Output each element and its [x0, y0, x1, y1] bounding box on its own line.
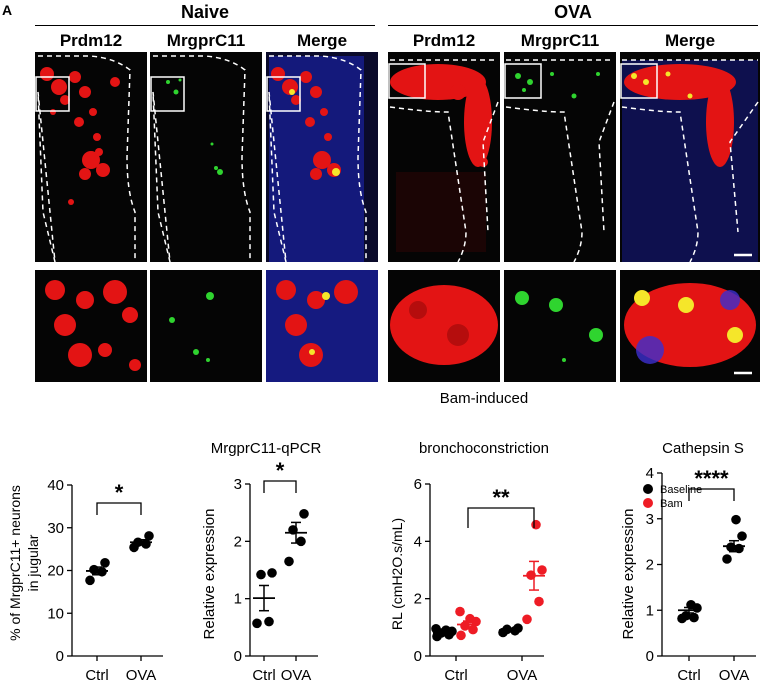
zoom-ova-mrgprc11 [504, 270, 616, 382]
chart-2-point-1-4 [465, 613, 475, 624]
chart-1-significance-label-0: * [276, 458, 285, 483]
group-title-naive: Naive [180, 2, 230, 22]
group-title-ova: OVA [554, 2, 592, 22]
chart-1-point-0-3 [267, 568, 277, 578]
group-divider-naive [35, 25, 375, 26]
chart-2-xtick-label-0: Ctrl [444, 667, 467, 683]
micrograph-ova-merge [620, 52, 760, 262]
chart-3-ytick-label-0: 0 [646, 648, 654, 665]
chart-1-point-1-1 [296, 536, 306, 547]
chart-0-ylabel-line-2: in jugular [25, 534, 41, 591]
chart-3-xtick-label-1: OVA [719, 667, 750, 683]
chart-cathepsin-s: Cathepsin S Relative expression 0 1 2 3 4 Ctr… [620, 440, 756, 683]
chart-2-title-line-1: Bam-induced [440, 390, 528, 407]
chart-1-xtick-label-0: Ctrl [252, 667, 275, 683]
chart-1-ytick-label-3: 3 [234, 476, 242, 493]
chart-3-xtick-label-0: Ctrl [677, 667, 700, 683]
chart-3-point-0-1 [689, 612, 699, 623]
chart-2-legend-baseline-label: Baseline [660, 484, 702, 496]
chart-1-ytick-label-1: 1 [234, 591, 242, 608]
chart-2-significance-label-0: ** [492, 485, 510, 510]
column-label-naive-merge: Merge [296, 31, 348, 50]
chart-2-point-3-0 [522, 614, 532, 625]
chart-0-point-0-0 [85, 575, 95, 586]
chart-3-title: Cathepsin S [662, 440, 744, 457]
chart-1-significance-bracket-0 [263, 480, 297, 493]
chart-0-significance-bracket-0 [96, 502, 142, 515]
chart-2-title-line-2: bronchoconstriction [419, 440, 549, 457]
micrograph-naive-prdm12 [35, 52, 147, 262]
column-label-naive-prdm12: Prdm12 [59, 31, 123, 50]
chart-1-xtick-label-1: OVA [281, 667, 312, 683]
chart-2-ytick-label-0: 0 [414, 648, 422, 665]
chart-3-ytick-label-1: 1 [646, 602, 654, 619]
chart-3-ylabel: Relative expression [620, 509, 637, 640]
chart-1-point-0-2 [256, 569, 266, 580]
chart-2-xtick-label-1: OVA [507, 667, 538, 683]
chart-1-point-0-0 [252, 618, 262, 629]
column-label-ova-merge: Merge [664, 31, 716, 50]
chart-0-ytick-label-0: 0 [56, 648, 64, 665]
column-label-ova-mrgprc11: MrgprC11 [520, 31, 600, 50]
zoom-ova-merge [620, 270, 760, 382]
chart-0-ytick-label-4: 40 [47, 477, 64, 494]
chart-2-point-3-1 [534, 596, 544, 607]
chart-2-significance-bracket-0 [467, 507, 535, 528]
chart-3-point-1-3 [737, 531, 747, 541]
chart-3-point-1-0 [722, 554, 732, 564]
chart-2-point-0-5 [431, 623, 441, 634]
chart-2-legend-bam-label: Bam [660, 498, 683, 510]
chart-2-legend-bam-marker [643, 498, 653, 508]
chart-1-point-1-3 [299, 509, 309, 519]
chart-mrgprc11-qpcr: MrgprC11-qPCR Relative expression 0 1 2 3 Ct… [201, 440, 321, 683]
chart-mrgprc11-percent-jugular: % of MrgprC11+ neurons in jugular 0 10 20 3… [7, 477, 163, 683]
chart-0-xtick-label-1: OVA [126, 667, 157, 683]
chart-2-legend-baseline-marker [643, 484, 653, 494]
column-label-ova-prdm12: Prdm12 [412, 31, 476, 50]
chart-2-ytick-label-1: 2 [414, 591, 422, 608]
chart-2-point-1-0 [456, 630, 466, 641]
micrograph-ova-prdm12 [388, 52, 500, 262]
chart-3-point-1-4 [731, 514, 741, 525]
chart-2-point-1-5 [455, 606, 465, 617]
chart-0-point-0-3 [100, 558, 110, 568]
chart-0-ytick-label-2: 20 [47, 563, 64, 580]
chart-bam-bronchoconstriction: Bam-induced bronchoconstriction RL (cmH2… [389, 390, 702, 683]
chart-0-ytick-label-3: 30 [47, 520, 64, 537]
chart-2-ylabel: RL (cmH2O.s/mL) [389, 518, 405, 630]
chart-3-ytick-label-2: 2 [646, 557, 654, 574]
chart-1-title: MrgprC11-qPCR [211, 440, 322, 457]
panel-letter-a: A [2, 2, 13, 18]
chart-2-ytick-label-3: 6 [414, 476, 422, 493]
zoom-naive-mrgprc11 [150, 270, 262, 382]
chart-0-ytick-label-1: 10 [47, 605, 64, 622]
chart-0-point-1-3 [144, 531, 154, 541]
chart-0-significance-label-0: * [115, 480, 124, 505]
column-label-naive-mrgprc11: MrgprC11 [166, 31, 246, 50]
chart-1-point-1-0 [284, 556, 294, 567]
chart-2-ytick-label-2: 4 [414, 533, 422, 550]
zoom-ova-prdm12 [388, 270, 500, 382]
chart-2-point-3-3 [537, 565, 547, 575]
chart-2-point-3-4 [531, 519, 541, 530]
chart-3-significance-label-0: **** [694, 466, 729, 491]
zoom-naive-merge [266, 270, 378, 382]
chart-1-point-0-1 [264, 616, 274, 627]
micrograph-naive-merge [266, 52, 378, 262]
chart-1-ylabel: Relative expression [201, 509, 218, 640]
chart-1-ytick-label-0: 0 [234, 648, 242, 665]
chart-3-significance-bracket-0 [688, 488, 735, 501]
chart-0-xtick-label-0: Ctrl [85, 667, 108, 683]
group-divider-ova [388, 25, 758, 26]
chart-1-ytick-label-2: 2 [234, 533, 242, 550]
chart-0-ylabel-line-1: % of MrgprC11+ neurons [7, 485, 23, 641]
quantification-charts: % of MrgprC11+ neurons in jugular 010203… [7, 390, 756, 683]
zoom-naive-prdm12 [35, 270, 147, 382]
chart-3-ytick-label-3: 3 [646, 511, 654, 528]
micrograph-ova-mrgprc11 [504, 52, 616, 262]
micrograph-naive-mrgprc11 [150, 52, 262, 262]
chart-3-ytick-label-4: 4 [646, 465, 654, 482]
